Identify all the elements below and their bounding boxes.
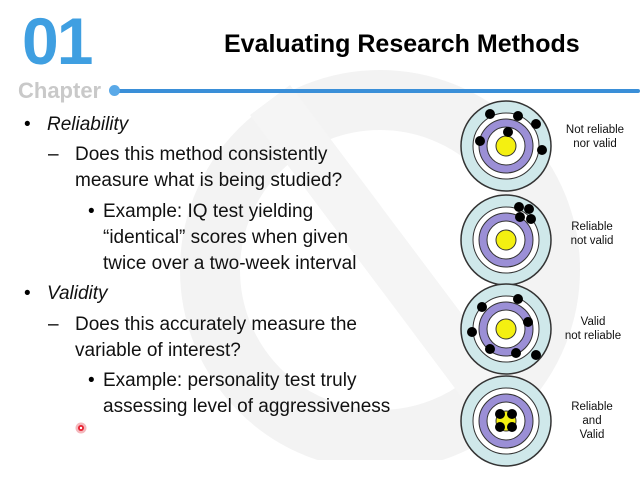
target-valid-not-reliable	[460, 283, 552, 375]
target-reliable-not-valid	[460, 194, 552, 286]
reliability-example-line-1: Example: IQ test yielding	[103, 201, 314, 222]
laser-pointer-icon	[75, 422, 87, 434]
target-4-label: Reliable and Valid	[571, 401, 613, 441]
target-2-label: Reliable not valid	[570, 221, 614, 247]
validity-example-line-2: assessing level of aggressiveness	[103, 396, 391, 417]
target-reliable-and-valid	[460, 375, 552, 467]
bullet-dot: •	[24, 283, 31, 304]
validity-question-line-1: Does this accurately measure the	[75, 314, 357, 335]
header-rule-dot	[109, 85, 120, 96]
reliability-example-line-2: “identical” scores when given	[103, 227, 349, 248]
validity-question-line-2: variable of interest?	[75, 340, 241, 361]
validity-example-line-1: Example: personality test truly	[103, 370, 357, 391]
reliability-heading: Reliability	[47, 114, 129, 135]
validity-heading: Validity	[47, 283, 108, 304]
target-3-label: Valid not reliable	[564, 316, 622, 342]
bullet-dot: •	[24, 114, 31, 135]
sub-bullet-dot: •	[88, 370, 95, 391]
target-not-reliable-nor-valid	[460, 100, 552, 192]
slide-title: Evaluating Research Methods	[224, 30, 580, 58]
reliability-question-line-2: measure what is being studied?	[75, 170, 343, 191]
dash-marker: –	[48, 314, 59, 335]
header-rule	[115, 89, 640, 93]
chapter-label: Chapter	[18, 78, 102, 103]
sub-bullet-dot: •	[88, 201, 95, 222]
reliability-example-line-3: twice over a two-week interval	[103, 253, 357, 274]
target-1-label: Not reliable nor valid	[565, 124, 625, 150]
reliability-question-line-1: Does this method consistently	[75, 144, 328, 165]
chapter-number: 01	[22, 4, 93, 78]
dash-marker: –	[48, 144, 59, 165]
